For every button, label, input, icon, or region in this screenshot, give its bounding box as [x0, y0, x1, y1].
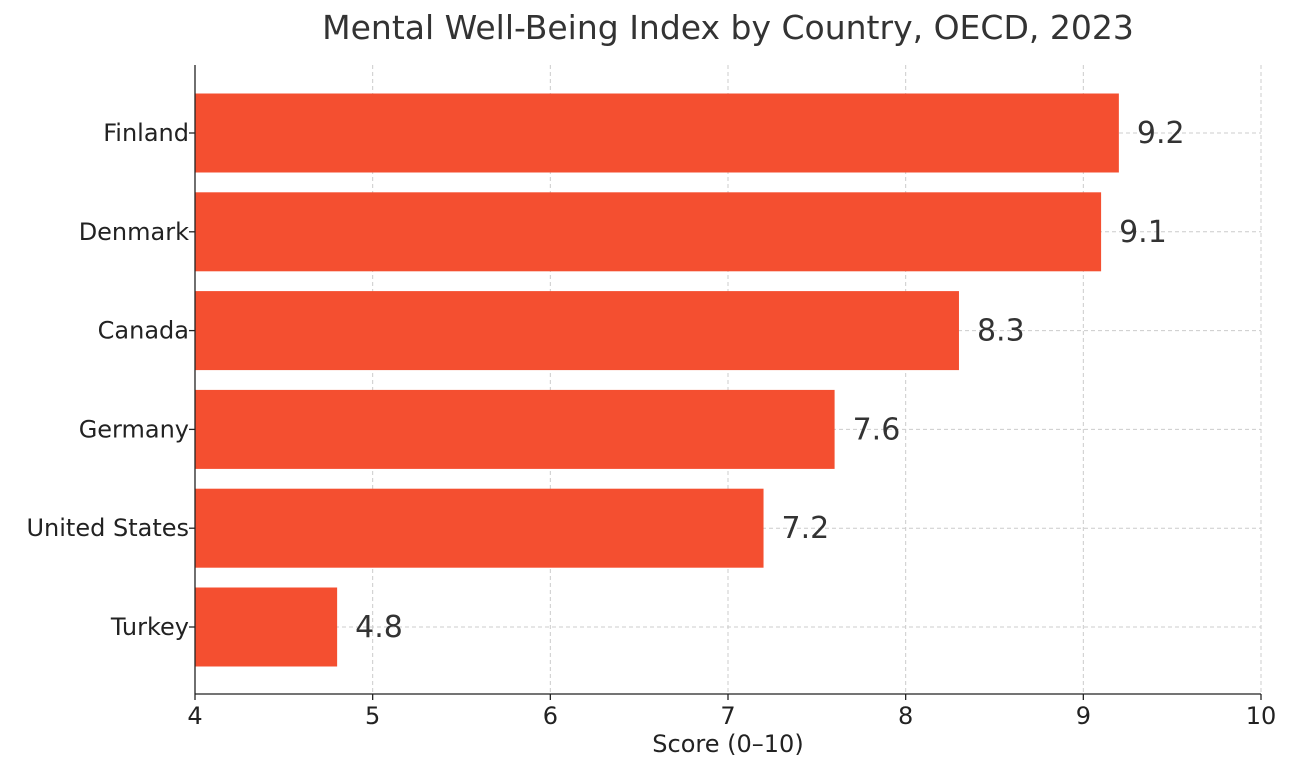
- x-tick-label: 6: [543, 702, 558, 730]
- bar-turkey: [195, 587, 338, 667]
- bar-canada: [195, 291, 959, 371]
- bars: [195, 93, 1119, 667]
- value-label: 8.3: [977, 314, 1025, 349]
- category-label: Canada: [98, 317, 189, 345]
- value-label: 7.6: [853, 412, 901, 447]
- chart-title: Mental Well-Being Index by Country, OECD…: [322, 8, 1134, 47]
- category-label: Germany: [79, 415, 189, 443]
- x-axis-title: Score (0–10): [652, 730, 803, 758]
- category-label: Finland: [103, 119, 189, 147]
- bar-germany: [195, 389, 835, 469]
- x-tick-label: 7: [720, 702, 735, 730]
- x-tick-label: 4: [187, 702, 202, 730]
- value-label: 9.2: [1137, 116, 1185, 151]
- category-label: United States: [26, 514, 189, 542]
- x-tick-label: 10: [1246, 702, 1277, 730]
- category-labels: Finland Denmark Canada Germany United States…: [26, 119, 189, 641]
- value-label: 9.1: [1119, 215, 1167, 250]
- category-label: Denmark: [79, 218, 189, 246]
- bar-finland: [195, 93, 1119, 173]
- category-label: Turkey: [110, 613, 189, 641]
- bar-denmark: [195, 192, 1102, 272]
- x-tick-label: 9: [1076, 702, 1091, 730]
- value-label: 4.8: [355, 610, 403, 645]
- bar-united-states: [195, 488, 764, 568]
- x-tick-label: 5: [365, 702, 380, 730]
- axes: 4 5 6 7 8 9 10: [187, 65, 1276, 730]
- x-tick-label: 8: [898, 702, 913, 730]
- value-label: 7.2: [782, 511, 830, 546]
- value-labels: 9.2 9.1 8.3 7.6 7.2 4.8: [355, 116, 1184, 645]
